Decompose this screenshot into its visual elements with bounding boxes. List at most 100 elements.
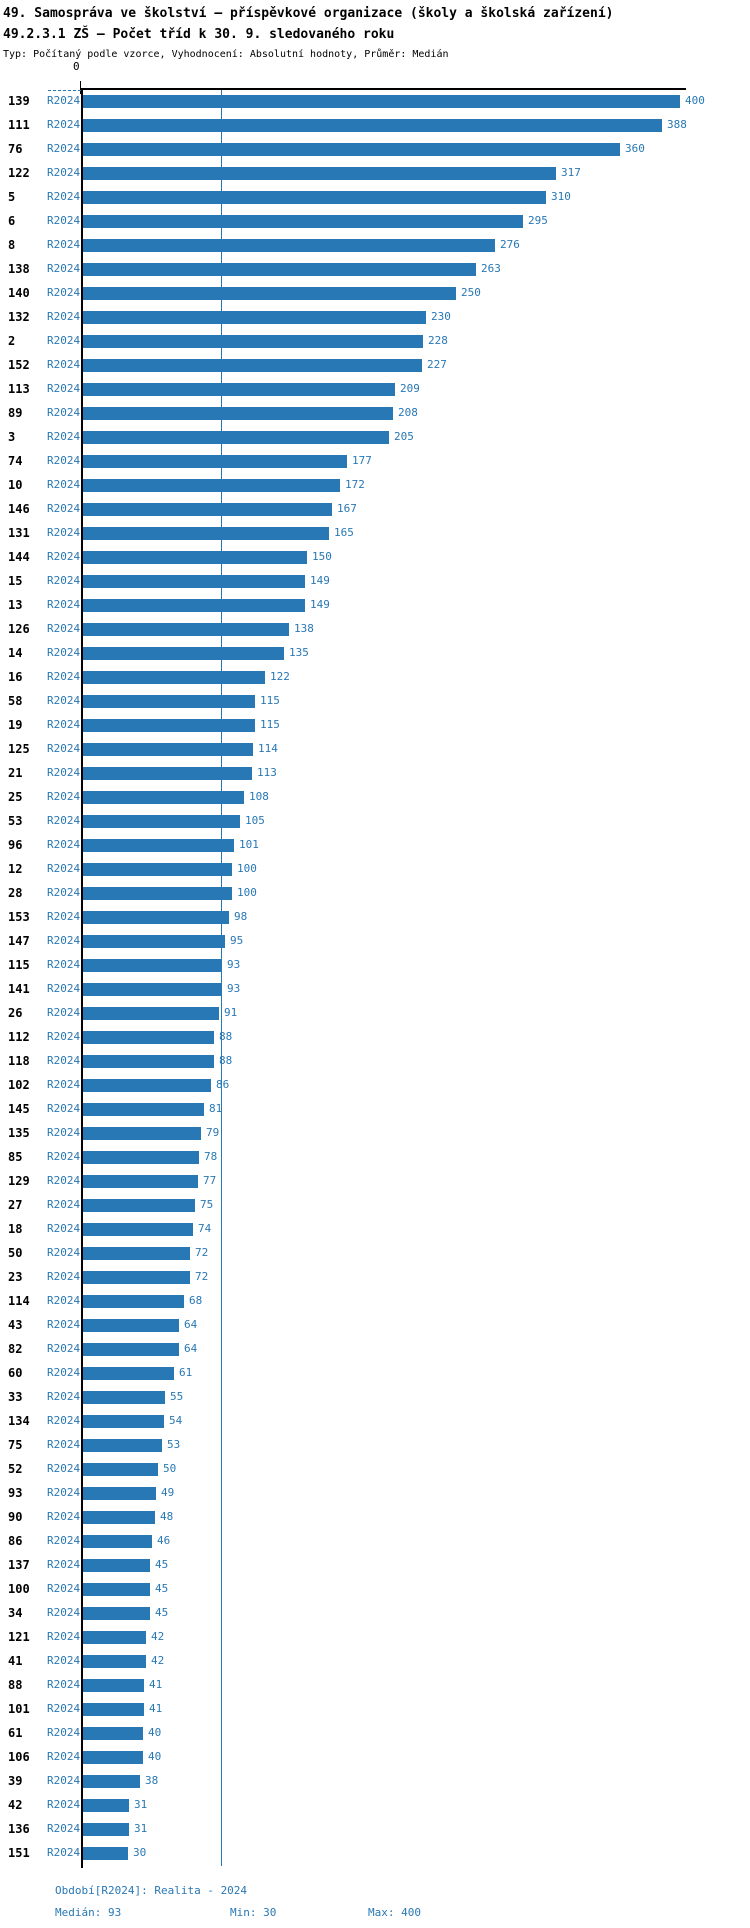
row-period-label: R2024 (47, 1654, 81, 1667)
bar (83, 1247, 190, 1260)
row-period-label: R2024 (47, 646, 81, 659)
bar (83, 959, 222, 972)
chart-row: 137 R2024 45 (0, 1553, 750, 1577)
row-period-label: R2024 (47, 166, 81, 179)
bar-value-label: 167 (337, 502, 357, 515)
row-period-label: R2024 (47, 406, 81, 419)
chart-row: 136 R2024 31 (0, 1817, 750, 1841)
bar-value-label: 61 (179, 1366, 193, 1379)
bar (83, 599, 305, 612)
bar (83, 1655, 146, 1668)
bar (83, 1271, 190, 1284)
chart-row: 34 R2024 45 (0, 1601, 750, 1625)
row-id-label: 53 (8, 814, 23, 828)
row-period-label: R2024 (47, 94, 81, 107)
bar-value-label: 45 (155, 1582, 169, 1595)
bar-value-label: 114 (258, 742, 278, 755)
bar (83, 407, 393, 420)
bar (83, 527, 329, 540)
row-id-label: 90 (8, 1510, 23, 1524)
row-id-label: 76 (8, 142, 23, 156)
chart-row: 114 R2024 68 (0, 1289, 750, 1313)
bar (83, 1343, 179, 1356)
bar-value-label: 75 (200, 1198, 214, 1211)
row-period-label: R2024 (47, 718, 81, 731)
chart-row: 115 R2024 93 (0, 953, 750, 977)
row-period-label: R2024 (47, 574, 81, 587)
bar (83, 719, 255, 732)
bar-value-label: 150 (312, 550, 332, 563)
row-period-label: R2024 (47, 862, 81, 875)
bar (83, 431, 389, 444)
bar-value-label: 115 (260, 694, 280, 707)
bar (83, 1319, 179, 1332)
bar-value-label: 400 (685, 94, 705, 107)
row-period-label: R2024 (47, 142, 81, 155)
bar-value-label: 250 (461, 286, 481, 299)
chart-row: 61 R2024 40 (0, 1721, 750, 1745)
row-id-label: 8 (8, 238, 16, 252)
row-id-label: 27 (8, 1198, 23, 1212)
row-period-label: R2024 (47, 814, 81, 827)
bar (83, 1559, 150, 1572)
row-period-label: R2024 (47, 838, 81, 851)
row-period-label: R2024 (47, 526, 81, 539)
chart-row: 140 R2024 250 (0, 281, 750, 305)
bar (83, 839, 234, 852)
row-id-label: 138 (8, 262, 30, 276)
chart-row: 118 R2024 88 (0, 1049, 750, 1073)
row-period-label: R2024 (47, 1798, 81, 1811)
row-id-label: 144 (8, 550, 30, 564)
row-id-label: 34 (8, 1606, 23, 1620)
chart-row: 52 R2024 50 (0, 1457, 750, 1481)
chart-row: 138 R2024 263 (0, 257, 750, 281)
bar-value-label: 42 (151, 1630, 165, 1643)
row-period-label: R2024 (47, 622, 81, 635)
row-id-label: 16 (8, 670, 23, 684)
bar (83, 1127, 201, 1140)
chart-row: 86 R2024 46 (0, 1529, 750, 1553)
bar-value-label: 46 (157, 1534, 171, 1547)
chart-title: 49.2.3.1 ZŠ – Počet tříd k 30. 9. sledov… (3, 27, 395, 42)
footer-max-label: Max: 400 (368, 1906, 421, 1919)
chart-row: 82 R2024 64 (0, 1337, 750, 1361)
chart-row: 96 R2024 101 (0, 833, 750, 857)
bar-value-label: 263 (481, 262, 501, 275)
bar (83, 1607, 150, 1620)
row-id-label: 132 (8, 310, 30, 324)
chart-row: 139 R2024 400 (0, 89, 750, 113)
row-id-label: 86 (8, 1534, 23, 1548)
row-period-label: R2024 (47, 454, 81, 467)
row-period-label: R2024 (47, 358, 81, 371)
bar (83, 95, 680, 108)
bar-value-label: 42 (151, 1654, 165, 1667)
bar-value-label: 276 (500, 238, 520, 251)
chart-row: 74 R2024 177 (0, 449, 750, 473)
bar-value-label: 149 (310, 574, 330, 587)
bar (83, 791, 244, 804)
bar-value-label: 93 (227, 958, 241, 971)
bar (83, 911, 229, 924)
chart-row: 145 R2024 81 (0, 1097, 750, 1121)
bar (83, 1199, 195, 1212)
chart-row: 151 R2024 30 (0, 1841, 750, 1865)
chart-row: 42 R2024 31 (0, 1793, 750, 1817)
row-period-label: R2024 (47, 1390, 81, 1403)
bar-value-label: 230 (431, 310, 451, 323)
bar (83, 1055, 214, 1068)
bar (83, 647, 284, 660)
bar-value-label: 53 (167, 1438, 181, 1451)
row-period-label: R2024 (47, 1342, 81, 1355)
row-id-label: 100 (8, 1582, 30, 1596)
row-period-label: R2024 (47, 1270, 81, 1283)
row-id-label: 18 (8, 1222, 23, 1236)
row-id-label: 147 (8, 934, 30, 948)
bar (83, 1439, 162, 1452)
row-period-label: R2024 (47, 670, 81, 683)
bar (83, 1847, 128, 1860)
bar-value-label: 41 (149, 1702, 163, 1715)
row-id-label: 134 (8, 1414, 30, 1428)
bar (83, 1799, 129, 1812)
row-period-label: R2024 (47, 1318, 81, 1331)
bar-value-label: 31 (134, 1798, 148, 1811)
